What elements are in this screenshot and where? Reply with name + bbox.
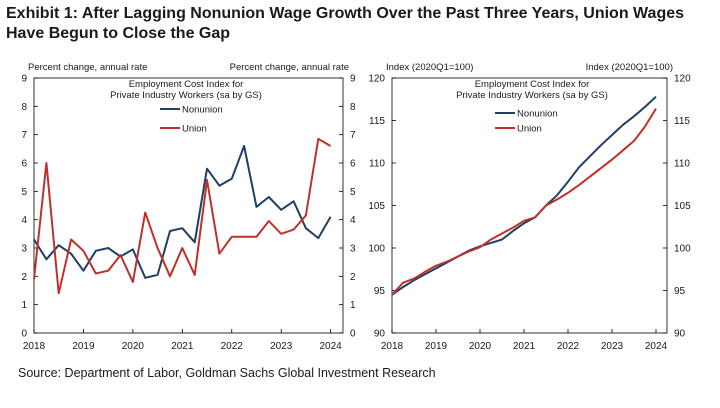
chart2-xtick-label: 2023 <box>601 341 624 352</box>
chart2-ylabel-right: Index (2020Q1=100) <box>586 62 673 73</box>
chart1-xtick-label: 2019 <box>72 341 95 352</box>
chart1-xtick-label: 2023 <box>270 341 293 352</box>
chart1-ytick-label-right: 9 <box>350 74 356 85</box>
chart2-title-line: Employment Cost Index for <box>475 79 590 90</box>
chart2-ytick-label-left: 110 <box>369 159 385 170</box>
chart1-ylabel-right: Percent change, annual rate <box>230 62 349 73</box>
chart2-ytick-label-left: 90 <box>374 329 386 340</box>
chart1-xtick-label: 2024 <box>320 341 343 352</box>
chart1-ytick-label-left: 1 <box>21 300 27 311</box>
chart2-xtick-label: 2020 <box>469 341 492 352</box>
chart2-xtick-label: 2024 <box>645 341 668 352</box>
chart1-ytick-label-right: 5 <box>350 187 356 198</box>
chart1-legend-label-nonunion: Nonunion <box>182 105 223 116</box>
chart2-ytick-label-left: 120 <box>368 74 385 85</box>
chart2-ytick-label-right: 120 <box>674 74 691 85</box>
chart2-legend-label-union: Union <box>517 124 542 135</box>
chart2-ytick-label-right: 100 <box>674 244 691 255</box>
source-note: Source: Department of Labor, Goldman Sac… <box>18 366 436 380</box>
chart1-plot-frame <box>33 77 344 334</box>
chart1-ytick-label-right: 1 <box>350 300 356 311</box>
chart1-title-line: Employment Cost Index for <box>129 79 244 90</box>
chart1-xtick-label: 2021 <box>171 341 194 352</box>
chart2-legend-label-nonunion: Nonunion <box>517 109 558 120</box>
chart1-ytick-label-left: 2 <box>21 272 27 283</box>
chart1-series-union <box>33 137 332 295</box>
chart1-ytick-label-left: 9 <box>21 74 27 85</box>
chart1-title-line: Private Industry Workers (sa by GS) <box>110 90 262 101</box>
chart1-ytick-label-left: 3 <box>21 244 27 255</box>
chart1-ytick-label-right: 0 <box>350 329 356 340</box>
chart1-ytick-label-right: 2 <box>350 272 356 283</box>
chart2-series-nonunion <box>391 95 657 296</box>
chart1-ytick-label-right: 4 <box>350 215 356 226</box>
chart2-xtick-label: 2022 <box>557 341 580 352</box>
chart2-xtick-label: 2021 <box>513 341 536 352</box>
chart1-xtick-label: 2022 <box>221 341 244 352</box>
chart2-ytick-label-right: 105 <box>674 201 691 212</box>
chart2-xtick-label: 2018 <box>381 341 404 352</box>
chart1-ytick-label-right: 6 <box>350 159 356 170</box>
chart1-ytick-label-left: 5 <box>21 187 27 198</box>
chart2-ytick-label-left: 95 <box>374 286 386 297</box>
chart2-ytick-label-left: 100 <box>368 244 385 255</box>
chart2-ytick-label-right: 110 <box>674 159 690 170</box>
chart2-ytick-label-right: 90 <box>674 329 686 340</box>
chart1-ytick-label-right: 3 <box>350 244 356 255</box>
exhibit-title: Exhibit 1: After Lagging Nonunion Wage G… <box>6 5 685 42</box>
chart1-ylabel-left: Percent change, annual rate <box>28 62 147 73</box>
chart1-series-nonunion <box>33 145 332 279</box>
chart1-xtick-label: 2020 <box>122 341 145 352</box>
chart2-ytick-label-left: 115 <box>369 116 385 127</box>
chart2-series-union <box>391 108 657 296</box>
chart2-title-line: Private Industry Workers (sa by GS) <box>456 90 608 101</box>
chart1-ytick-label-left: 4 <box>21 215 27 226</box>
chart1-xtick-label: 2018 <box>23 341 46 352</box>
chart2-ylabel-left: Index (2020Q1=100) <box>386 62 473 73</box>
chart1-legend-label-union: Union <box>182 124 207 135</box>
chart1-ytick-label-right: 8 <box>350 102 356 113</box>
chart1-ytick-label-left: 7 <box>21 130 27 141</box>
chart2-ytick-label-left: 105 <box>368 201 385 212</box>
chart1-ytick-label-right: 7 <box>350 130 356 141</box>
chart2-ytick-label-right: 115 <box>674 116 690 127</box>
chart1-ytick-label-left: 6 <box>21 159 27 170</box>
chart2-xtick-label: 2019 <box>425 341 448 352</box>
chart1-ytick-label-left: 8 <box>21 102 27 113</box>
chart2-ytick-label-right: 95 <box>674 286 686 297</box>
chart1-ytick-label-left: 0 <box>21 329 27 340</box>
